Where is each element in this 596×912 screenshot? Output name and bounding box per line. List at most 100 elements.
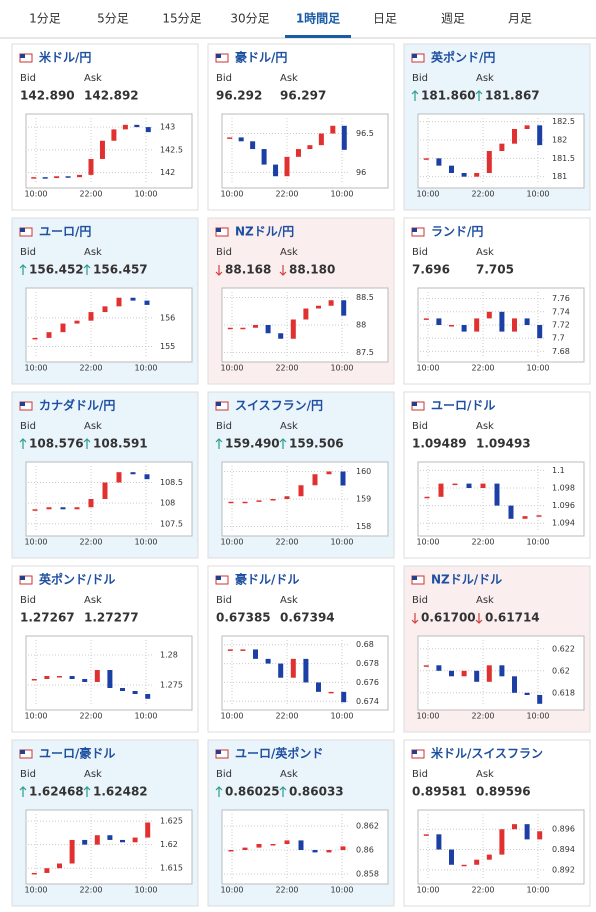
ask-value: 1.09493 bbox=[476, 437, 531, 451]
x-tick-label: 10:00 bbox=[220, 364, 243, 373]
candle bbox=[499, 829, 505, 855]
y-tick-label: 7.7 bbox=[552, 334, 565, 343]
candle bbox=[499, 665, 505, 677]
candle bbox=[290, 658, 296, 678]
tab[interactable]: 1時間足 bbox=[296, 11, 340, 26]
candle bbox=[31, 679, 37, 681]
candle bbox=[298, 840, 304, 850]
pair-name[interactable]: 豪ドル/ドル bbox=[235, 572, 299, 587]
bid-value: 1.09489 bbox=[412, 437, 467, 451]
candle bbox=[54, 176, 60, 179]
x-tick-label: 22:00 bbox=[471, 886, 494, 895]
candle bbox=[130, 472, 136, 475]
candle bbox=[449, 165, 454, 173]
x-tick-label: 22:00 bbox=[471, 190, 494, 199]
flag bbox=[412, 576, 417, 580]
tab[interactable]: 30分足 bbox=[230, 12, 269, 26]
candle bbox=[499, 143, 505, 151]
tab[interactable]: 1分足 bbox=[29, 12, 61, 26]
y-tick-label: 160 bbox=[356, 467, 371, 476]
pair-name[interactable]: ユーロ/豪ドル bbox=[39, 746, 115, 761]
chart-frame bbox=[221, 809, 389, 885]
bid-label: Bid bbox=[20, 247, 36, 258]
x-tick-label: 22:00 bbox=[471, 364, 494, 373]
trend-arrow bbox=[83, 264, 91, 275]
y-tick-label: 96.5 bbox=[356, 129, 374, 138]
ask-value: 1.27277 bbox=[84, 611, 139, 625]
candle bbox=[537, 125, 543, 146]
tab[interactable]: 15分足 bbox=[162, 12, 201, 26]
candle bbox=[227, 327, 233, 330]
candle bbox=[240, 327, 246, 330]
candle bbox=[265, 325, 271, 334]
flag bbox=[20, 576, 25, 580]
x-tick-label: 22:00 bbox=[275, 538, 298, 547]
tab[interactable]: 月足 bbox=[508, 12, 532, 26]
pair-name[interactable]: 米ドル/円 bbox=[39, 50, 91, 65]
x-tick-label: 10:00 bbox=[220, 190, 243, 199]
candle bbox=[512, 676, 517, 693]
x-tick-label: 10:00 bbox=[24, 886, 47, 895]
candle bbox=[250, 141, 256, 150]
x-tick-label: 10:00 bbox=[330, 538, 353, 547]
pair-name[interactable]: ユーロ/ドル bbox=[431, 399, 495, 413]
bid-label: Bid bbox=[216, 73, 232, 84]
trend-arrow bbox=[19, 264, 27, 275]
y-tick-label: 7.76 bbox=[552, 294, 570, 303]
candle bbox=[423, 318, 429, 320]
pair-name[interactable]: ユーロ/英ポンド bbox=[235, 746, 323, 761]
candle bbox=[111, 129, 117, 141]
candle bbox=[449, 325, 454, 327]
ask-label: Ask bbox=[84, 247, 102, 258]
y-tick-label: 0.68 bbox=[356, 640, 374, 649]
pair-name[interactable]: 英ポンド/ドル bbox=[39, 572, 115, 587]
ask-label: Ask bbox=[280, 595, 298, 606]
candle bbox=[524, 824, 530, 840]
y-tick-label: 0.676 bbox=[356, 678, 379, 687]
x-tick-label: 22:00 bbox=[79, 538, 102, 547]
candle bbox=[436, 158, 442, 166]
y-tick-label: 96 bbox=[356, 168, 366, 177]
candle bbox=[116, 297, 122, 307]
pair-name[interactable]: NZドル/円 bbox=[235, 225, 294, 239]
candle bbox=[256, 500, 262, 502]
bid-value: 88.168 bbox=[225, 263, 271, 277]
ask-label: Ask bbox=[280, 247, 298, 258]
tab[interactable]: 週足 bbox=[441, 12, 465, 26]
pair-name[interactable]: 豪ドル/円 bbox=[235, 50, 287, 65]
y-tick-label: 7.68 bbox=[552, 347, 570, 356]
candle bbox=[228, 850, 234, 852]
tab[interactable]: 5分足 bbox=[97, 12, 129, 26]
candle bbox=[240, 649, 246, 651]
pair-name[interactable]: ユーロ/円 bbox=[39, 225, 91, 239]
x-tick-label: 10:00 bbox=[330, 886, 353, 895]
bid-label: Bid bbox=[20, 769, 36, 780]
candle bbox=[423, 665, 429, 667]
candle bbox=[340, 471, 346, 486]
candle bbox=[449, 849, 454, 865]
candle bbox=[341, 125, 347, 150]
pair-name[interactable]: スイスフラン/円 bbox=[235, 399, 323, 413]
candle bbox=[326, 471, 332, 475]
bid-label: Bid bbox=[20, 73, 36, 84]
ask-value: 0.86033 bbox=[289, 785, 344, 799]
y-tick-label: 155 bbox=[160, 342, 175, 351]
pair-name[interactable]: 米ドル/スイスフラン bbox=[431, 746, 543, 761]
candle bbox=[228, 501, 234, 504]
candle bbox=[102, 306, 108, 313]
pair-name[interactable]: NZドル/ドル bbox=[431, 573, 502, 587]
candle bbox=[116, 472, 122, 483]
trend-arrow bbox=[215, 265, 223, 276]
y-tick-label: 0.862 bbox=[356, 822, 379, 831]
flag bbox=[20, 228, 25, 232]
pair-name[interactable]: ランド/円 bbox=[431, 225, 483, 239]
bid-value: 1.27267 bbox=[20, 611, 75, 625]
tab[interactable]: 日足 bbox=[373, 12, 397, 26]
y-tick-label: 143 bbox=[160, 123, 175, 132]
ask-value: 7.705 bbox=[476, 263, 514, 277]
y-tick-label: 0.622 bbox=[552, 644, 575, 653]
pair-name[interactable]: 英ポンド/円 bbox=[431, 50, 495, 65]
pair-name[interactable]: カナダドル/円 bbox=[39, 398, 115, 413]
x-tick-label: 22:00 bbox=[79, 364, 102, 373]
chart-frame bbox=[221, 113, 389, 189]
